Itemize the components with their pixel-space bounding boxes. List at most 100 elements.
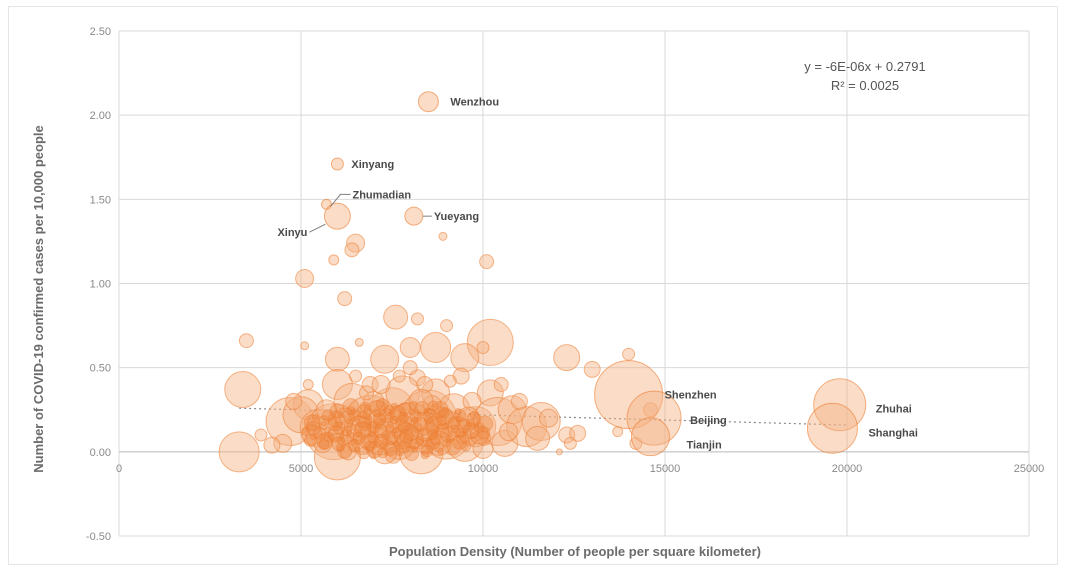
bubble-29	[218, 431, 260, 473]
y-tick-label-4: 1.50	[90, 194, 111, 206]
bubble-28	[273, 433, 293, 453]
bubble-core-133	[420, 450, 430, 460]
bubble-3	[344, 242, 360, 258]
bubble-shenzhen	[594, 360, 664, 430]
bubble-56	[558, 426, 576, 444]
bubble-core-122	[318, 439, 330, 451]
bubble-core-25	[353, 429, 362, 438]
bubble-core-137	[342, 398, 360, 415]
bubble-tianjin	[630, 417, 670, 457]
tick-labels: -0.50 0.00 0.50 1.00 1.50 2.00 2.50 0 5000 10000 1…	[86, 26, 1044, 543]
y-tick-label-2: 0.50	[90, 363, 111, 375]
bubble-14	[324, 346, 350, 372]
x-tick-label-0: 0	[116, 463, 122, 475]
bubble-core-126	[454, 408, 462, 415]
x-tick-label-3: 15000	[650, 463, 681, 475]
bubbles-layer	[218, 91, 867, 481]
bubble-41	[385, 375, 421, 411]
city-label-xinyang: Xinyang	[351, 159, 394, 171]
bubble-chart: Wenzhou Xinyang Zhumadian Xinyu Yueyang Shenz…	[31, 26, 1044, 559]
bubble-80	[285, 392, 303, 410]
bubble-core-81	[456, 431, 469, 444]
bubble-core-112	[404, 446, 419, 462]
bubble-core-89	[462, 422, 480, 440]
bubble-97	[443, 374, 457, 388]
bubble-core-92	[438, 407, 450, 419]
bubble-50	[476, 379, 504, 407]
bubble-core-129	[375, 397, 389, 411]
bubble-core-131	[476, 415, 494, 433]
callout-xinyu	[309, 223, 326, 233]
bubble-58	[563, 436, 577, 450]
x-tick-label-1: 5000	[289, 463, 313, 475]
bubble-core-138	[369, 452, 377, 460]
bubble-19	[583, 360, 601, 378]
x-tick-label-4: 20000	[832, 463, 863, 475]
bubble-core-61	[371, 408, 381, 418]
bubble-86	[510, 392, 528, 410]
callout-zhumadian	[330, 193, 351, 207]
bubble-core-135	[304, 434, 317, 447]
city-labels: Wenzhou Xinyang Zhumadian Xinyu Yueyang Shenz…	[277, 97, 918, 452]
y-tick-label-1: 0.00	[90, 447, 111, 459]
city-label-beijing: Beijing	[690, 415, 727, 427]
bubble-16	[370, 344, 400, 374]
bubble-core-124	[329, 403, 345, 419]
bubble-17	[450, 343, 480, 373]
bubble-core-134	[427, 400, 439, 412]
city-label-shenzhen: Shenzhen	[665, 390, 717, 402]
bubble-yueyang	[404, 206, 424, 226]
bubble-13	[300, 341, 310, 351]
bubble-xinyang	[330, 157, 344, 171]
bubble-5	[479, 254, 495, 270]
bubble-0	[438, 231, 448, 241]
chart-frame: Wenzhou Xinyang Zhumadian Xinyu Yueyang Shenz…	[8, 6, 1058, 565]
city-label-xinyu: Xinyu	[277, 227, 307, 239]
bubble-93	[302, 379, 314, 390]
bubble-core-113	[431, 400, 449, 418]
bubble-20	[622, 347, 636, 361]
trendline-layer	[239, 407, 848, 426]
bubble-87	[539, 408, 559, 428]
bubble-94	[371, 375, 391, 394]
bubble-4	[295, 268, 315, 288]
bubble-core-132	[311, 413, 319, 421]
bubble-1	[328, 254, 340, 266]
bubble-core-97	[466, 418, 475, 428]
x-tick-label-5: 25000	[1014, 463, 1045, 475]
bubble-15	[354, 337, 364, 347]
gridlines	[118, 30, 1030, 537]
bubble-core-130	[337, 444, 353, 459]
bubble-91	[555, 448, 563, 456]
bubble-7	[383, 304, 409, 330]
bubble-core-136	[476, 431, 492, 446]
bubble-22	[476, 340, 490, 354]
bubble-89	[642, 402, 658, 418]
bubble-51	[473, 397, 523, 447]
bubble-core-116	[359, 401, 371, 413]
bubble-core-128	[460, 440, 472, 452]
bubble-core-123	[477, 426, 491, 440]
bubble-59	[525, 425, 551, 451]
bubble-55	[521, 402, 561, 442]
trendline-equation: y = -6E-06x + 0.2791	[804, 59, 925, 74]
bubble-77	[392, 369, 406, 383]
bubble-92	[498, 422, 518, 442]
bubble-core-115	[467, 436, 477, 446]
bubble-45	[421, 378, 451, 408]
bubble-core-98	[318, 415, 329, 427]
bubble-core-111	[321, 409, 335, 423]
bubble-95	[402, 360, 418, 376]
city-label-shanghai: Shanghai	[868, 427, 918, 439]
bubble-24	[224, 371, 262, 409]
bubble-core-119	[303, 414, 321, 432]
bubble-18	[553, 344, 581, 372]
y-tick-label-6: 2.50	[90, 26, 111, 38]
bubble-core-125	[384, 446, 402, 464]
city-label-wenzhou: Wenzhou	[450, 97, 499, 109]
bubble-6	[337, 291, 353, 307]
bubble-2	[346, 233, 366, 253]
bubble-core-90	[337, 411, 345, 419]
city-label-zhumadian: Zhumadian	[352, 189, 411, 201]
bubble-9	[420, 331, 452, 363]
